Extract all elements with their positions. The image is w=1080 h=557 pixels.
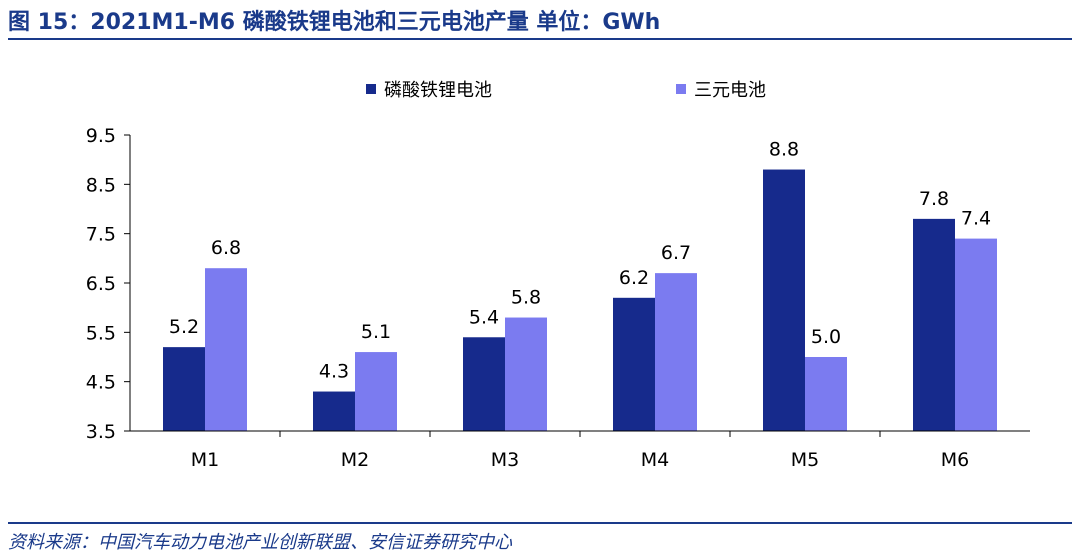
data-label-lfp-M6: 7.8 [919,188,949,210]
bar-ncm-M1 [205,268,247,431]
bar-ncm-M4 [655,273,697,431]
x-tick-label-M1: M1 [191,449,219,471]
y-tick-label: 9.5 [86,125,116,147]
figure-title: 图 15：2021M1-M6 磷酸铁锂电池和三元电池产量 单位：GWh [8,10,661,35]
x-tick-label-M6: M6 [941,449,969,471]
data-label-ncm-M6: 7.4 [961,208,991,230]
y-tick-label: 6.5 [86,273,116,295]
x-tick-label-M5: M5 [791,449,819,471]
data-label-ncm-M2: 5.1 [361,321,391,343]
legend-item-ncm: 三元电池 [676,76,766,102]
data-label-lfp-M5: 8.8 [769,139,799,161]
bar-lfp-M2 [313,391,355,431]
legend-swatch-lfp [366,84,376,94]
data-label-lfp-M1: 5.2 [169,316,199,338]
bar-ncm-M5 [805,357,847,431]
bar-ncm-M6 [955,238,997,431]
y-tick-label: 3.5 [86,421,116,443]
x-tick-label-M2: M2 [341,449,369,471]
y-tick-label: 4.5 [86,372,116,394]
data-label-lfp-M3: 5.4 [469,306,499,328]
legend-swatch-ncm [676,84,686,94]
bar-ncm-M2 [355,352,397,431]
x-tick-label-M3: M3 [491,449,519,471]
y-tick-label: 8.5 [86,174,116,196]
data-label-ncm-M5: 5.0 [811,326,841,348]
data-label-ncm-M4: 6.7 [661,242,691,264]
bar-ncm-M3 [505,317,547,431]
bar-chart: 5.2 6.8 M1 4.3 5.1 M2 5.4 5.8 M3 6.2 6.7 M4 8.8 5.0 M5… [86,125,1030,471]
source-note: 资料来源：中国汽车动力电池产业创新联盟、安信证券研究中心 [8,532,512,553]
data-label-lfp-M2: 4.3 [319,361,349,383]
legend-label-lfp: 磷酸铁锂电池 [384,80,492,101]
x-tick-label-M4: M4 [641,449,669,471]
data-label-ncm-M1: 6.8 [211,237,241,259]
data-label-lfp-M4: 6.2 [619,267,649,289]
bar-lfp-M3 [463,337,505,431]
bar-lfp-M4 [613,297,655,431]
data-label-ncm-M3: 5.8 [511,287,541,309]
legend-label-ncm: 三元电池 [694,80,766,101]
legend-item-lfp: 磷酸铁锂电池 [366,76,492,102]
source-rule [8,522,1072,524]
bar-lfp-M5 [763,169,805,432]
title-rule [8,38,1072,40]
bar-lfp-M6 [913,218,955,431]
y-tick-label: 7.5 [86,224,116,246]
y-tick-label: 5.5 [86,322,116,344]
bar-lfp-M1 [163,347,205,431]
